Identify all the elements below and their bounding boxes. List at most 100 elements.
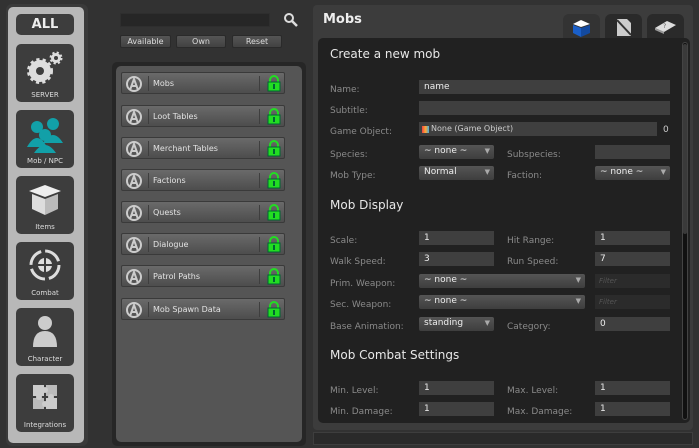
min-level-input[interactable]: 1 (419, 381, 494, 395)
dropdown-arrow-icon: ▼ (575, 297, 581, 305)
plugin-item[interactable]: Loot Tables (121, 105, 285, 127)
prim-weapon-filter[interactable]: Filter (595, 274, 670, 288)
mob-type-label: Mob Type: (330, 171, 376, 181)
puzzle-icon (33, 385, 57, 409)
scale-input[interactable]: 1 (419, 231, 494, 245)
category-label: Integrations (23, 421, 67, 429)
lock-icon[interactable] (267, 204, 281, 221)
reset-button[interactable]: Reset (232, 35, 282, 48)
run-speed-label: Run Speed: (507, 257, 559, 267)
lock-icon[interactable] (267, 108, 281, 125)
subtitle-label: Subtitle: (330, 106, 368, 116)
name-input[interactable]: name (419, 80, 670, 94)
lock-icon[interactable] (267, 140, 281, 157)
gears-icon (27, 51, 63, 84)
category-mob-npc[interactable]: Mob / NPC (16, 110, 74, 168)
name-label: Name: (330, 85, 360, 95)
plugin-item[interactable]: Merchant Tables (121, 137, 285, 159)
species-label: Species: (330, 150, 368, 160)
plugin-item[interactable]: Mob Spawn Data (121, 298, 285, 320)
category-label: Character (27, 355, 63, 363)
sec-weapon-select[interactable]: ~ none ~ ▼ (419, 295, 585, 309)
atavism-logo-icon (126, 205, 142, 221)
game-object-picker[interactable]: 0 (663, 125, 669, 135)
plugin-item[interactable]: Patrol Paths (121, 265, 285, 287)
category-input[interactable]: 0 (595, 317, 670, 331)
plugin-label: Loot Tables (153, 112, 198, 121)
min-damage-label: Min. Damage: (330, 407, 393, 417)
faction-select[interactable]: ~ none ~ ▼ (595, 166, 670, 180)
category-label: SERVER (31, 91, 59, 99)
atavism-logo-icon (126, 141, 142, 157)
max-damage-input[interactable]: 1 (595, 402, 670, 416)
crosshair-icon (29, 249, 61, 281)
category-label: Combat (31, 289, 59, 297)
plugin-label: Mobs (153, 79, 175, 88)
prim-weapon-select[interactable]: ~ none ~ ▼ (419, 274, 585, 288)
people-icon (27, 118, 63, 153)
dropdown-arrow-icon: ▼ (660, 168, 666, 176)
scrollbar-thumb[interactable] (683, 44, 687, 234)
mob-type-select[interactable]: Normal ▼ (419, 166, 494, 180)
category-integrations[interactable]: Integrations (16, 374, 74, 432)
category-combat[interactable]: Combat (16, 242, 74, 300)
atavism-logo-icon (126, 302, 142, 318)
walk-speed-input[interactable]: 3 (419, 252, 494, 266)
atavism-logo-icon (126, 173, 142, 189)
own-button[interactable]: Own (176, 35, 226, 48)
dropdown-arrow-icon: ▼ (575, 276, 581, 284)
lock-icon[interactable] (267, 268, 281, 285)
search-icon[interactable] (284, 13, 298, 27)
svg-text:?: ? (663, 23, 666, 30)
min-damage-input[interactable]: 1 (419, 402, 494, 416)
plugin-label: Patrol Paths (153, 272, 201, 281)
combat-heading: Mob Combat Settings (330, 348, 460, 362)
scale-label: Scale: (330, 236, 358, 246)
walk-speed-label: Walk Speed: (330, 257, 386, 267)
run-speed-input[interactable]: 7 (595, 252, 670, 266)
all-button[interactable]: ALL (16, 14, 74, 35)
game-object-label: Game Object: (330, 127, 392, 137)
tab-edit[interactable] (605, 14, 642, 39)
category-label: Items (35, 223, 55, 231)
available-button[interactable]: Available (120, 35, 171, 48)
search-input[interactable] (120, 13, 270, 27)
species-select[interactable]: ~ none ~ ▼ (419, 145, 494, 159)
max-level-label: Max. Level: (507, 386, 559, 396)
tab-create[interactable] (563, 14, 600, 39)
plugin-label: Quests (153, 208, 181, 217)
plugin-item[interactable]: Dialogue (121, 233, 285, 255)
status-bar (313, 432, 693, 445)
sec-weapon-label: Sec. Weapon: (330, 300, 392, 310)
lock-icon[interactable] (267, 301, 281, 318)
hit-range-input[interactable]: 1 (595, 231, 670, 245)
atavism-logo-icon (126, 109, 142, 125)
plugin-item[interactable]: Factions (121, 169, 285, 191)
game-object-value: None (Game Object) (431, 124, 514, 133)
game-object-field[interactable]: None (Game Object) (419, 122, 657, 136)
max-level-input[interactable]: 1 (595, 381, 670, 395)
form-heading: Create a new mob (330, 47, 441, 61)
lock-icon[interactable] (267, 75, 281, 92)
base-animation-select[interactable]: standing ▼ (419, 317, 494, 331)
display-heading: Mob Display (330, 198, 404, 212)
category-server[interactable]: SERVER (16, 44, 74, 102)
faction-label: Faction: (507, 171, 543, 181)
category-label: Mob / NPC (27, 157, 63, 165)
sec-weapon-filter[interactable]: Filter (595, 295, 670, 309)
subspecies-input[interactable] (595, 145, 670, 159)
category-character[interactable]: Character (16, 308, 74, 366)
subtitle-input[interactable] (419, 101, 670, 115)
tab-help[interactable]: ? (647, 14, 684, 39)
subspecies-label: Subspecies: (507, 150, 561, 160)
lock-icon[interactable] (267, 172, 281, 189)
plugin-item[interactable]: Mobs (121, 72, 285, 94)
help-icon: ? (655, 21, 676, 34)
plugin-label: Dialogue (153, 240, 189, 249)
category-items[interactable]: Items (16, 176, 74, 234)
atavism-logo-icon (126, 237, 142, 253)
lock-icon[interactable] (267, 236, 281, 253)
create-icon (573, 20, 590, 37)
plugin-item[interactable]: Quests (121, 201, 285, 223)
base-animation-label: Base Animation: (330, 322, 404, 332)
